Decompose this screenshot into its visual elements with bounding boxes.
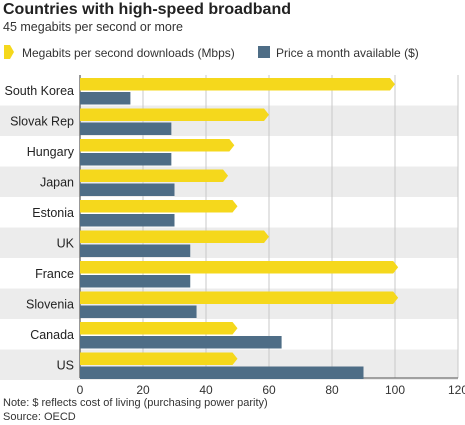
tick-label: 40: [199, 383, 213, 395]
bar-price: [80, 366, 364, 379]
bar-mbps: [80, 169, 229, 182]
category-label: South Korea: [5, 84, 75, 98]
category-labels: South Korea Slovak Rep Hungary Japan Estonia…: [5, 84, 75, 373]
bar-price: [80, 336, 282, 349]
category-label: Slovak Rep: [10, 114, 74, 128]
tick-label: 80: [325, 383, 339, 395]
chart-title: Countries with high-speed broadband: [3, 1, 291, 18]
bar-mbps: [80, 139, 235, 152]
category-label: UK: [57, 236, 75, 250]
tick-label: 120: [448, 383, 465, 395]
legend-label-mbps: Megabits per second downloads (Mbps): [22, 46, 235, 60]
category-label: France: [35, 267, 74, 281]
legend-swatch-mbps: [4, 45, 14, 59]
row-band: [0, 166, 458, 197]
bar-price: [80, 122, 172, 135]
bar-price: [80, 92, 131, 105]
category-label: Slovenia: [26, 297, 74, 311]
bar-mbps: [80, 322, 238, 335]
chart-subtitle: 45 megabits per second or more: [3, 20, 183, 34]
bar-chart: Megabits per second downloads (Mbps) Pri…: [0, 45, 465, 395]
bar-price: [80, 183, 175, 196]
footnote: Note: $ reflects cost of living (purchas…: [3, 397, 268, 409]
bar-price: [80, 244, 191, 257]
bar-mbps: [80, 352, 238, 365]
tick-label: 0: [77, 383, 84, 395]
bar-mbps: [80, 291, 399, 304]
category-label: US: [57, 358, 74, 372]
category-label: Hungary: [27, 145, 75, 159]
tick-label: 20: [136, 383, 150, 395]
category-label: Japan: [40, 175, 74, 189]
bar-mbps: [80, 78, 395, 91]
bar-price: [80, 214, 175, 227]
category-label: Estonia: [32, 206, 74, 220]
x-axis-ticks: 0 20 40 60 80 100 120: [77, 383, 465, 395]
bar-mbps: [80, 230, 269, 243]
bar-price: [80, 275, 191, 288]
bar-mbps: [80, 261, 399, 274]
legend: Megabits per second downloads (Mbps) Pri…: [4, 45, 419, 60]
bars: [80, 78, 399, 379]
tick-label: 60: [262, 383, 276, 395]
legend-label-price: Price a month available ($): [276, 46, 419, 60]
category-label: Canada: [30, 328, 74, 342]
tick-label: 100: [385, 383, 405, 395]
bar-mbps: [80, 108, 269, 121]
bar-price: [80, 305, 197, 318]
source-note: Source: OECD: [3, 411, 76, 423]
bar-mbps: [80, 200, 238, 213]
legend-swatch-price: [258, 46, 270, 58]
bar-price: [80, 153, 172, 166]
